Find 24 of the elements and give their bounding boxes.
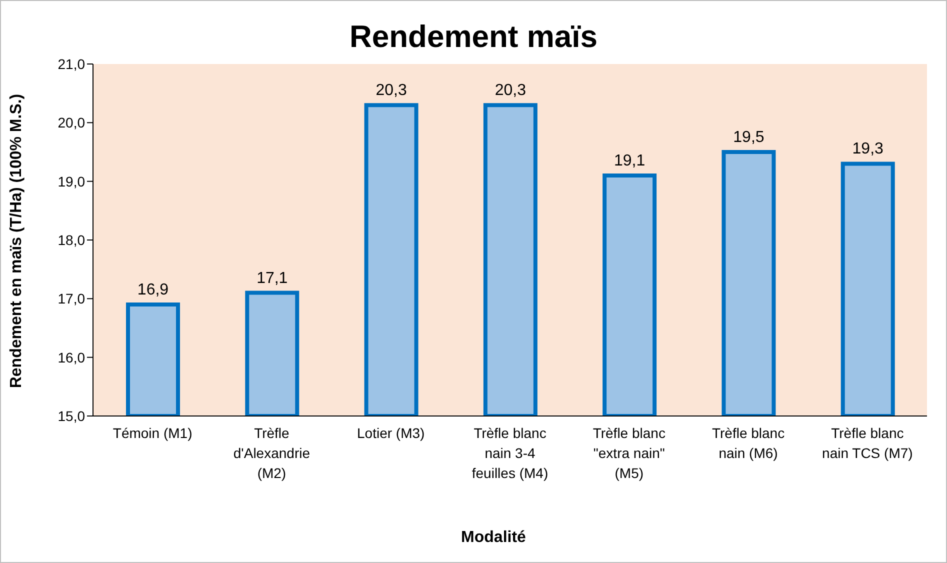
y-tick-label: 19,0: [58, 173, 86, 190]
data-label: 19,3: [852, 140, 884, 158]
y-tick-label: 17,0: [58, 290, 86, 307]
data-label: 20,3: [376, 82, 407, 100]
data-label: 16,9: [137, 282, 169, 299]
y-tick-label: 15,0: [58, 408, 86, 424]
x-tick-label: Trèfle d'Alexandrie (M2): [233, 425, 310, 481]
x-tick-label: Trèfle blanc nain TCS (M7): [822, 425, 913, 461]
x-tick-label: Trèfle blanc nain (M6): [712, 425, 785, 461]
x-tick-label: Lotier (M3): [357, 425, 425, 441]
y-axis-title: Rendement en maïs (T/Ha) (100% M.S.): [8, 94, 26, 388]
y-tick-label: 21,0: [58, 56, 86, 72]
x-axis-title: Modalité: [460, 529, 527, 547]
y-tick-label: 18,0: [58, 232, 86, 248]
chart-title: Rendement maïs: [348, 19, 599, 55]
data-label: 20,3: [494, 82, 526, 100]
data-label: 17,1: [256, 270, 288, 287]
data-label: 19,5: [733, 129, 764, 146]
x-tick-label: Témoin (M1): [112, 425, 192, 441]
x-tick-label: Trèfle blanc nain 3-4 feuilles (M4): [472, 425, 548, 481]
data-label: 19,1: [614, 152, 646, 170]
y-tick-label: 16,0: [58, 349, 86, 366]
y-tick-label: 20,0: [58, 114, 86, 131]
x-tick-label: Trèfle blanc "extra nain" (M5): [592, 425, 666, 481]
